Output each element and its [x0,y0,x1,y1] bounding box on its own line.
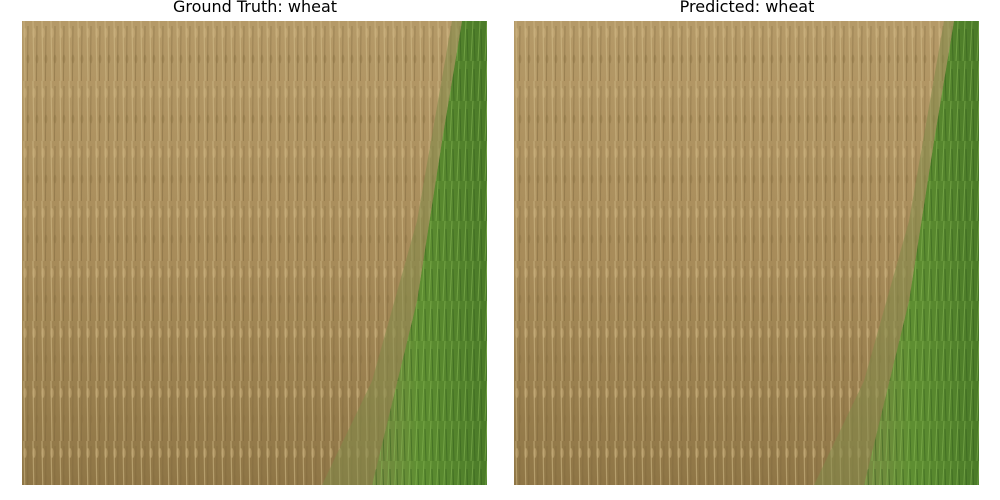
predicted-title: Predicted: wheat [679,0,815,16]
ground-truth-image [22,21,487,485]
predicted-panel: Predicted: wheat [514,0,980,500]
predicted-image [514,21,979,485]
wheat-field-picture [22,21,487,485]
wheat-field-picture [514,21,979,485]
ground-truth-title: Ground Truth: wheat [172,0,338,16]
ground-truth-panel: Ground Truth: wheat [22,0,488,500]
